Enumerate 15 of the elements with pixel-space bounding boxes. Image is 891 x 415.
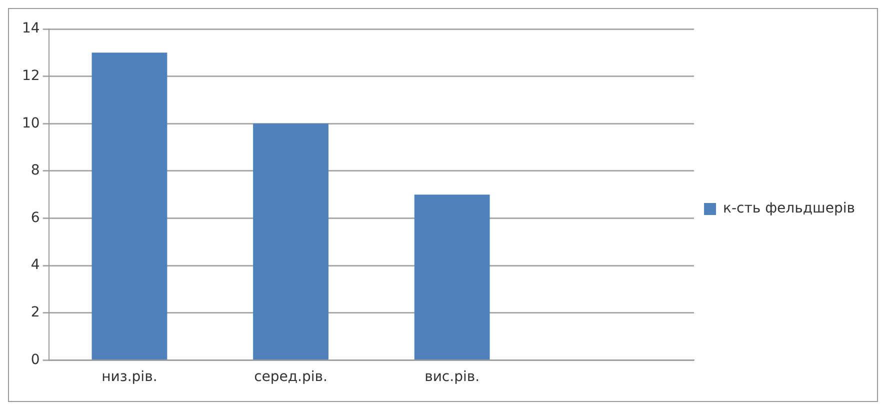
- x-tick-label: низ.рів.: [102, 369, 158, 386]
- y-tick-label: 10: [22, 115, 40, 132]
- y-tick-label: 0: [30, 352, 40, 368]
- bar: [253, 124, 328, 360]
- y-tick-label: 4: [30, 257, 40, 274]
- x-tick-label: вис.рів.: [424, 369, 480, 386]
- bar: [92, 52, 168, 360]
- bar: [414, 194, 490, 360]
- y-tick-label: 6: [30, 210, 40, 226]
- x-tick-label: серед.рів.: [254, 369, 328, 386]
- legend-label: к-сть фельдшерів: [723, 200, 856, 217]
- y-tick-label: 12: [22, 68, 40, 84]
- y-tick-label: 2: [30, 304, 40, 321]
- y-tick-label: 8: [30, 162, 40, 179]
- y-tick-label: 14: [22, 20, 40, 37]
